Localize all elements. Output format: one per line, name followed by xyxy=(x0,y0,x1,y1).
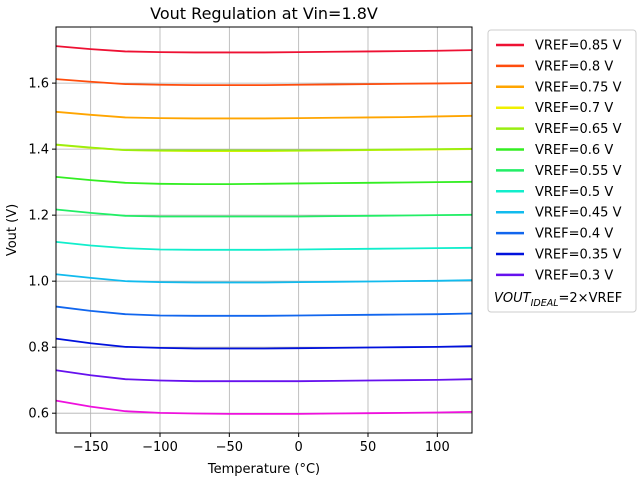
x-axis-label: Temperature (°C) xyxy=(207,462,320,477)
series-line-8 xyxy=(55,273,473,284)
series-line-12 xyxy=(55,399,473,415)
legend-note: VOUTIDEAL=2×VREF xyxy=(494,291,622,309)
series-line-5 xyxy=(55,175,473,186)
legend-label: VREF=0.55 V xyxy=(535,164,622,179)
x-tick-label: 50 xyxy=(360,440,377,455)
series-lines xyxy=(55,45,473,415)
plot-frame xyxy=(55,26,473,434)
axis-ticks: −150 −100 −50 0 50 100 0.6 0.8 1.0 1.2 1.4 1.6 xyxy=(28,77,449,455)
legend-note-suffix: =2×VREF xyxy=(559,291,623,306)
legend-label: VREF=0.8 V xyxy=(535,59,613,74)
legend-label: VREF=0.45 V xyxy=(535,206,622,221)
legend-label: VREF=0.85 V xyxy=(535,39,622,54)
y-axis-label: Vout (V) xyxy=(5,204,20,256)
x-tick-label: −100 xyxy=(142,440,178,455)
y-tick-label: 1.4 xyxy=(28,143,49,158)
legend-label: VREF=0.3 V xyxy=(535,268,613,283)
legend-label: VREF=0.5 V xyxy=(535,185,613,200)
legend-box xyxy=(487,29,637,313)
y-tick-label: 0.8 xyxy=(28,341,49,356)
x-tick-label: −150 xyxy=(73,440,109,455)
legend-entry: VREF=0.65 V xyxy=(496,122,622,137)
legend-entry: VREF=0.7 V xyxy=(496,101,613,116)
y-tick-label: 1.6 xyxy=(28,77,49,92)
legend-label: VREF=0.35 V xyxy=(535,248,622,263)
legend-label: VREF=0.4 V xyxy=(535,227,613,242)
legend-note-subscript: IDEAL xyxy=(531,298,559,309)
legend-entry: VREF=0.4 V xyxy=(496,227,613,242)
legend-label: VREF=0.7 V xyxy=(535,101,613,116)
series-line-0 xyxy=(55,45,473,54)
legend-entry: VREF=0.75 V xyxy=(496,80,622,95)
y-tick-label: 1.2 xyxy=(28,209,49,224)
series-line-6 xyxy=(55,208,473,218)
x-tick-label: 100 xyxy=(425,440,450,455)
legend-label: VREF=0.75 V xyxy=(535,80,622,95)
legend-entry: VREF=0.6 V xyxy=(496,143,613,158)
legend-label: VREF=0.6 V xyxy=(535,143,613,158)
legend-entry: VREF=0.8 V xyxy=(496,59,613,74)
legend-entry: VREF=0.35 V xyxy=(496,248,622,263)
series-line-4 xyxy=(55,143,473,152)
legend-entry: VREF=0.45 V xyxy=(496,206,622,221)
legend-label: VREF=0.65 V xyxy=(535,122,622,137)
legend-entry: VREF=0.85 V xyxy=(496,39,622,54)
legend-entry: VREF=0.3 V xyxy=(496,268,613,283)
series-line-10 xyxy=(55,337,473,350)
series-line-9 xyxy=(55,305,473,317)
x-tick-label: 0 xyxy=(295,440,303,455)
series-line-1 xyxy=(55,78,473,86)
y-tick-label: 1.0 xyxy=(28,275,49,290)
legend: VREF=0.85 V VREF=0.8 V VREF=0.75 V VREF=0.7… xyxy=(487,29,637,313)
y-tick-label: 0.6 xyxy=(28,407,49,422)
x-tick-label: −50 xyxy=(216,440,243,455)
legend-entry: VREF=0.5 V xyxy=(496,185,613,200)
legend-entry: VREF=0.55 V xyxy=(496,164,622,179)
series-line-2 xyxy=(55,110,473,120)
series-line-7 xyxy=(55,240,473,251)
legend-note-prefix: VOUT xyxy=(494,291,532,306)
chart-title: Vout Regulation at Vin=1.8V xyxy=(150,4,378,23)
series-line-11 xyxy=(55,369,473,383)
